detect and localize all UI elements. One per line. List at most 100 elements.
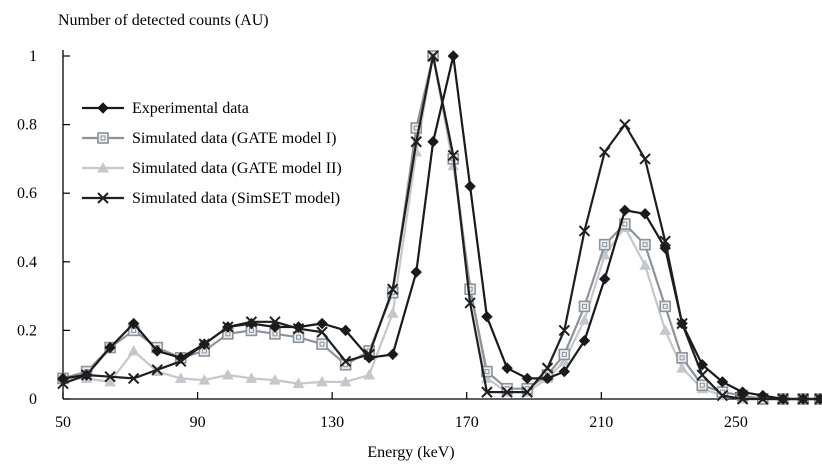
series-4-point — [198, 338, 211, 350]
series-2-point-inner — [679, 355, 685, 361]
series-4-point — [410, 136, 422, 148]
series-2-point — [292, 331, 305, 344]
series-4-point — [639, 153, 651, 165]
series-4-point — [80, 369, 93, 381]
series-4-point — [696, 369, 708, 381]
series-4-point — [175, 355, 187, 367]
series-1-point — [447, 50, 459, 62]
series-4-point — [316, 326, 328, 338]
series-2-point-inner — [699, 382, 705, 388]
series-2-point — [410, 122, 423, 134]
series-4-point — [222, 321, 234, 333]
series-4-point — [57, 377, 69, 390]
series-1-point — [127, 317, 140, 330]
legend-item-4-point — [97, 192, 109, 204]
series-2-point-inner — [581, 303, 587, 309]
series-2-point — [501, 382, 513, 395]
series-1-point — [464, 180, 476, 193]
series-3-point — [639, 259, 651, 270]
series-2-point-inner — [484, 369, 490, 375]
series-1-point — [427, 136, 439, 148]
series-4-point — [292, 322, 305, 335]
series-1-point — [659, 242, 671, 254]
series-3-point — [222, 368, 234, 380]
series-1-point — [639, 208, 651, 220]
series-3-point — [363, 368, 376, 380]
series-1-point — [558, 365, 571, 378]
series-1-point — [151, 345, 163, 357]
y-tick-label: 0.8 — [17, 117, 37, 134]
series-1-point — [696, 358, 708, 371]
series-2-point — [558, 348, 571, 361]
series-4-point — [339, 355, 352, 367]
x-tick-label: 170 — [455, 414, 479, 431]
series-4-point — [245, 316, 258, 328]
legend-item-4-label: Simulated data (SimSET model) — [132, 190, 340, 207]
legend-item-1-label: Experimental data — [132, 100, 249, 117]
series-4-point — [659, 235, 671, 247]
series-4-point — [777, 393, 789, 405]
y-tick-label: 0.4 — [17, 254, 37, 271]
series-4-point — [814, 393, 822, 405]
series-2-point-inner — [296, 334, 302, 340]
series-4-point — [363, 348, 375, 361]
series-1-point — [619, 204, 631, 217]
series-2-point-inner — [622, 221, 628, 227]
series-2-point — [578, 300, 591, 313]
y-tick-label: 0.2 — [17, 322, 37, 339]
series-1-point — [521, 372, 534, 385]
series-4-point — [104, 370, 116, 383]
series-3-point — [659, 324, 672, 335]
y-tick-label: 0 — [29, 391, 37, 408]
series-4-point — [736, 393, 749, 405]
series-2-point — [696, 379, 709, 392]
series-1-point — [716, 376, 729, 388]
series-2-point — [316, 338, 328, 350]
series-4-point — [598, 146, 611, 158]
y-tick-label: 0.6 — [17, 185, 37, 202]
series-3-point — [386, 307, 399, 318]
series-1-point — [541, 372, 554, 385]
series-1-point — [175, 352, 187, 364]
series-3-point — [578, 314, 591, 325]
x-axis-label: Energy (keV) — [367, 444, 455, 461]
series-4-point — [151, 364, 163, 376]
series-1-point — [104, 341, 116, 354]
series-3-point — [245, 372, 258, 383]
series-3-point — [558, 355, 571, 366]
series-2-point-inner — [642, 242, 648, 248]
y-axis-label: Number of detected counts (AU) — [58, 12, 269, 29]
legend-item-3-point — [97, 161, 109, 173]
series-4-point — [757, 393, 769, 405]
legend-item-1-point — [97, 102, 109, 114]
series-2-point — [659, 300, 672, 313]
x-tick-label: 50 — [55, 414, 71, 431]
series-2-point — [676, 352, 688, 364]
series-3-point — [174, 372, 187, 383]
series-4-point — [619, 118, 631, 131]
series-3-point — [104, 375, 116, 387]
series-3-point — [198, 374, 211, 385]
series-3-point — [269, 374, 281, 385]
series-4-point — [797, 393, 809, 405]
series-1-point — [481, 310, 493, 323]
x-tick-label: 90 — [190, 414, 206, 431]
legend-item-2-point-inner — [100, 135, 106, 141]
series-1-point — [410, 266, 422, 278]
series-2-point-inner — [561, 351, 567, 357]
series-1-point — [736, 386, 749, 398]
series-1-point — [578, 334, 591, 347]
series-2-point — [639, 238, 651, 251]
series-3-point — [676, 362, 688, 373]
series-4-point — [716, 389, 729, 402]
series-4-point — [464, 297, 476, 309]
series-4-point — [501, 386, 513, 398]
series-4-point — [269, 316, 281, 328]
x-tick-label: 210 — [589, 414, 613, 431]
series-2-point-inner — [662, 303, 668, 309]
series-3-point — [292, 377, 305, 389]
series-2-point-inner — [504, 386, 510, 392]
series-4-point — [481, 386, 493, 398]
x-tick-label: 130 — [320, 414, 344, 431]
